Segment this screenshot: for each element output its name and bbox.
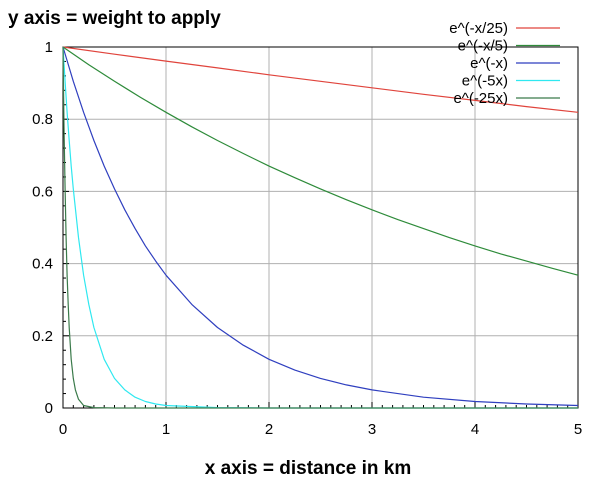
x-tick-label: 5	[574, 421, 582, 438]
y-tick-label: 0.4	[32, 256, 53, 273]
legend-label: e^(-x)	[470, 55, 508, 72]
x-axis-title: x axis = distance in km	[205, 458, 411, 479]
x-tick-label: 1	[162, 421, 170, 438]
y-tick-label: 0.8	[32, 111, 53, 128]
legend-label: e^(-5x)	[462, 73, 508, 90]
grid	[63, 47, 578, 408]
legend-label: e^(-25x)	[453, 90, 508, 107]
x-tick-label: 4	[471, 421, 479, 438]
y-tick-label: 1	[45, 39, 53, 56]
legend: e^(-x/25)e^(-x/5)e^(-x)e^(-5x)e^(-25x)	[449, 20, 560, 107]
y-tick-labels: 0 0.2 0.4 0.6 0.8 1	[32, 39, 53, 417]
y-axis-title: y axis = weight to apply	[8, 8, 221, 29]
series-line	[62, 46, 579, 407]
series-line	[62, 46, 579, 113]
x-tick-labels: 0 1 2 3 4 5	[59, 421, 582, 438]
y-tick-label: 0	[45, 400, 53, 417]
legend-label: e^(-x/5)	[458, 38, 508, 55]
series-line	[62, 46, 578, 409]
series-lines	[62, 46, 579, 409]
y-tick-label: 0.6	[32, 183, 53, 200]
y-tick-label: 0.2	[32, 328, 53, 345]
x-tick-label: 0	[59, 421, 67, 438]
series-line	[62, 46, 579, 276]
legend-label: e^(-x/25)	[449, 20, 508, 37]
x-tick-label: 3	[368, 421, 376, 438]
x-tick-label: 2	[265, 421, 273, 438]
